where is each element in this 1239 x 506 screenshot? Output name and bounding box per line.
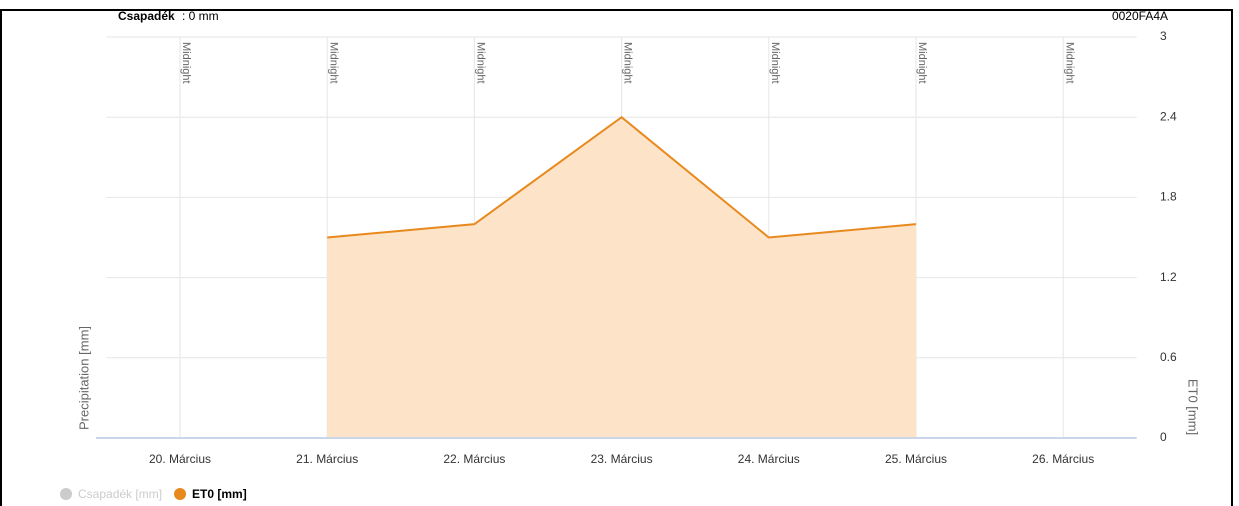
annotation: Midnight — [769, 42, 781, 84]
x-tick-label: 26. Március — [1032, 452, 1094, 466]
line — [327, 115, 917, 239]
legend-label: Csapadék [mm] — [78, 487, 162, 501]
x-tick-label: 20. Március — [149, 452, 211, 466]
legend-label: ET0 [mm] — [192, 487, 247, 501]
y2-tick-label: 1.8 — [1160, 190, 1177, 204]
chart-title: 0020FA4A — [1112, 9, 1168, 23]
subtitle-text: : 0 mm — [182, 9, 219, 23]
y2-tick-label: 0 — [1160, 430, 1167, 444]
annotation: Midnight — [622, 42, 634, 84]
y2-tick-label: 1.2 — [1160, 270, 1177, 284]
y2-tick-label: 3 — [1160, 29, 1167, 43]
y2-axis-title: ET0 [mm] — [1186, 379, 1201, 435]
annotation: Midnight — [1063, 42, 1075, 84]
y-axis-title: Precipitation [mm] — [76, 326, 91, 430]
subtitle-label: Csapadék — [118, 9, 175, 23]
x-tick-label: 24. Március — [738, 452, 800, 466]
legend-marker — [174, 488, 187, 500]
x-tick-label: 22. Március — [443, 452, 505, 466]
x-tick-label: 21. Március — [296, 452, 358, 466]
y2-tick-label: 2.4 — [1160, 109, 1177, 123]
x-tick-label: 23. Március — [591, 452, 653, 466]
legend-marker — [60, 488, 72, 500]
annotation: Midnight — [180, 42, 192, 84]
x-tick-label: 25. Március — [885, 452, 947, 466]
y2-tick-label: 0.6 — [1160, 350, 1177, 364]
annotation: Midnight — [474, 42, 486, 84]
area — [327, 117, 916, 438]
annotation: Midnight — [327, 42, 339, 84]
annotation: Midnight — [916, 42, 928, 84]
